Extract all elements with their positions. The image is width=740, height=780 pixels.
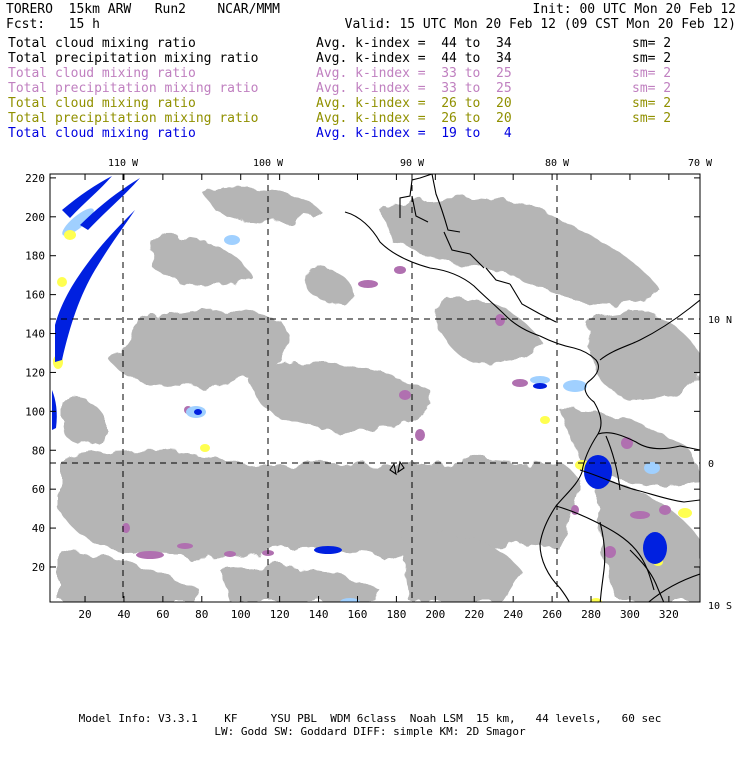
- map-frame: [49, 173, 701, 603]
- y-tick-label: 160: [25, 289, 45, 302]
- latitude-label: 10 S: [708, 601, 732, 612]
- legend-kindex: Avg. k-index = 33 to 25: [316, 81, 512, 96]
- legend-field: Total precipitation mixing ratio: [8, 111, 259, 126]
- x-tick-label: 160: [348, 608, 368, 621]
- longitude-label: 90 W: [400, 158, 425, 169]
- longitude-label: 80 W: [545, 158, 570, 169]
- legend-field: Total cloud mixing ratio: [8, 36, 196, 51]
- legend-kindex: Avg. k-index = 26 to 20: [316, 96, 512, 111]
- x-tick-label: 180: [386, 608, 406, 621]
- latitude-label: 0: [708, 459, 714, 470]
- y-tick-label: 20: [32, 561, 45, 574]
- weather-map: 20 40 60 80 100 120 140 160 180 200 220 240 260 280 30…: [25, 158, 732, 621]
- y-tick-label: 40: [32, 522, 45, 535]
- legend-row: Total cloud mixing ratio Avg. k-index = 4…: [8, 36, 728, 51]
- init-time: Init: 00 UTC Mon 20 Feb 12: [532, 2, 737, 17]
- latitude-label: 10 N: [708, 315, 732, 326]
- x-tick-label: 300: [620, 608, 640, 621]
- y-tick-label: 140: [25, 328, 45, 341]
- x-tick-label: 100: [231, 608, 251, 621]
- legend-row: Total precipitation mixing ratio Avg. k-i…: [8, 81, 728, 96]
- longitude-label: 70 W: [688, 158, 713, 169]
- longitude-label: 110 W: [108, 158, 139, 169]
- legend-kindex: Avg. k-index = 26 to 20: [316, 111, 512, 126]
- forecast-hour: Fcst: 15 h: [6, 17, 100, 32]
- longitude-label: 100 W: [253, 158, 284, 169]
- legend-field: Total cloud mixing ratio: [8, 66, 196, 81]
- legend-row: Total precipitation mixing ratio Avg. k-i…: [8, 51, 728, 66]
- legend-smoothing: sm= 2: [632, 96, 672, 111]
- legend-kindex: Avg. k-index = 33 to 25: [316, 66, 512, 81]
- x-tick-label: 220: [464, 608, 484, 621]
- y-tick-label: 220: [25, 172, 45, 185]
- geo-labels: 110 W 100 W 90 W 80 W 70 W 10 N 0 10 S: [108, 158, 732, 612]
- legend-kindex: Avg. k-index = 19 to 4: [316, 126, 512, 141]
- x-tick-label: 260: [542, 608, 562, 621]
- kindex-lightblue-patches: [62, 208, 660, 602]
- x-tick-label: 20: [78, 608, 91, 621]
- legend-field: Total cloud mixing ratio: [8, 126, 196, 141]
- legend-row: Total cloud mixing ratio Avg. k-index = 2…: [8, 96, 728, 111]
- legend-field: Total cloud mixing ratio: [8, 96, 196, 111]
- legend-row: Total cloud mixing ratio Avg. k-index = 3…: [8, 66, 728, 81]
- y-tick-label: 200: [25, 211, 45, 224]
- valid-time: Valid: 15 UTC Mon 20 Feb 12 (09 CST Mon …: [344, 17, 736, 32]
- x-tick-label: 280: [581, 608, 601, 621]
- legend-smoothing: sm= 2: [632, 111, 672, 126]
- x-tick-label: 140: [309, 608, 329, 621]
- legend-kindex: Avg. k-index = 44 to 34: [316, 36, 512, 51]
- legend-row: Total precipitation mixing ratio Avg. k-i…: [8, 111, 728, 126]
- kindex-blue-convection: [52, 176, 667, 564]
- y-tick-label: 60: [32, 483, 45, 496]
- legend-smoothing: sm= 2: [632, 51, 672, 66]
- kindex-purple-patches: [122, 266, 671, 559]
- axis-tick-labels: 20 40 60 80 100 120 140 160 180 200 220 240 260 280 30…: [25, 172, 679, 621]
- legend-field: Total precipitation mixing ratio: [8, 51, 259, 66]
- cloud-field: [60, 186, 700, 602]
- y-tick-label: 180: [25, 250, 45, 263]
- x-tick-label: 200: [425, 608, 445, 621]
- legend-smoothing: sm= 2: [632, 81, 672, 96]
- coastlines: [344, 174, 700, 602]
- legend-kindex: Avg. k-index = 44 to 34: [316, 51, 512, 66]
- legend-smoothing: sm= 2: [632, 36, 672, 51]
- x-tick-label: 80: [195, 608, 208, 621]
- x-tick-label: 60: [156, 608, 169, 621]
- legend-smoothing: sm= 2: [632, 66, 672, 81]
- graticule: [50, 174, 700, 602]
- model-info: Model Info: V3.3.1 KF YSU PBL WDM 6class…: [78, 712, 662, 725]
- axis-ticks: [50, 174, 700, 602]
- x-tick-label: 40: [117, 608, 130, 621]
- x-tick-label: 120: [270, 608, 290, 621]
- legend-row: Total cloud mixing ratio Avg. k-index = 1…: [8, 126, 728, 141]
- x-tick-label: 240: [503, 608, 523, 621]
- y-tick-label: 120: [25, 366, 45, 379]
- model-physics: LW: Godd SW: Goddard DIFF: simple KM: 2D…: [214, 725, 526, 738]
- legend-field: Total precipitation mixing ratio: [8, 81, 259, 96]
- y-tick-label: 100: [25, 405, 45, 418]
- model-run-title: TORERO 15km ARW Run2 NCAR/MMM: [6, 2, 280, 17]
- x-tick-label: 320: [659, 608, 679, 621]
- y-tick-label: 80: [32, 444, 45, 457]
